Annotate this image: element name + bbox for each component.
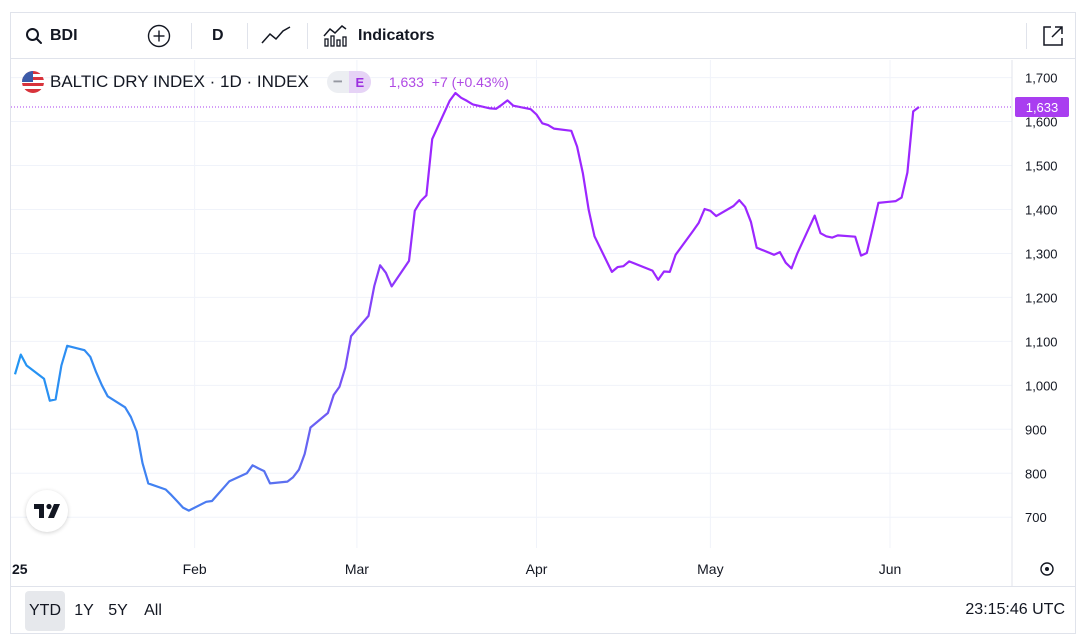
y-tick-label: 1,000	[1025, 378, 1058, 393]
minus-icon: −	[332, 72, 343, 91]
chart-type-icon	[261, 26, 291, 44]
chart-type-button[interactable]	[261, 13, 291, 59]
indicators-button[interactable]: Indicators	[322, 13, 434, 59]
chart-legend: BALTIC DRY INDEX · 1D · INDEX − E 1,633 …	[22, 68, 509, 96]
us-flag-icon	[22, 71, 44, 93]
y-tick-label: 1,500	[1025, 159, 1058, 174]
last-price-badge	[1015, 97, 1069, 118]
legend-values: 1,633 +7 (+0.43%)	[389, 74, 509, 90]
x-tick-label: Jun	[879, 561, 902, 577]
y-tick-label: 1,700	[1025, 71, 1058, 86]
y-tick-label: 1,200	[1025, 290, 1058, 305]
symbol-label: BDI	[50, 27, 78, 44]
settings-icon-center	[1045, 567, 1049, 571]
last-price-label: 1,633	[1026, 100, 1059, 115]
search-icon	[26, 28, 42, 44]
popout-icon	[1043, 26, 1063, 46]
x-tick-label: Apr	[526, 561, 548, 577]
symbol-search-button[interactable]: BDI	[25, 13, 78, 59]
price-line[interactable]	[13, 91, 920, 512]
indicators-icon	[323, 25, 347, 47]
badge-letter: E	[348, 71, 371, 93]
x-tick-label: Feb	[183, 561, 207, 577]
range-all-button[interactable]: All	[144, 602, 162, 619]
y-tick-label: 1,600	[1025, 115, 1058, 130]
x-tick-label: 25	[12, 561, 28, 577]
y-tick-label: 1,400	[1025, 202, 1058, 217]
y-tick-label: 1,100	[1025, 334, 1058, 349]
tradingview-logo-icon[interactable]	[26, 490, 68, 532]
y-tick-label: 800	[1025, 466, 1047, 481]
legend-change: +7 (+0.43%)	[431, 74, 509, 90]
legend-price: 1,633	[388, 74, 424, 90]
legend-title: BALTIC DRY INDEX · 1D · INDEX	[50, 72, 309, 91]
compare-symbol-button[interactable]	[147, 13, 171, 59]
clock-time: 23:15:46 UTC	[965, 601, 1065, 618]
add-symbol-icon	[147, 24, 171, 48]
y-tick-label: 700	[1025, 510, 1047, 525]
range-1y-button[interactable]: 1Y	[74, 602, 94, 619]
settings-icon[interactable]	[1040, 562, 1054, 576]
indicators-label: Indicators	[358, 27, 435, 44]
top-toolbar: BDI D Indicators	[11, 13, 1075, 59]
bottom-toolbar: YTD 1Y 5Y All 23:15:46 UTC	[11, 586, 1075, 633]
x-tick-label: Mar	[345, 561, 369, 577]
exchange-badge[interactable]: − E	[326, 71, 371, 93]
popout-button[interactable]	[1041, 13, 1065, 59]
x-tick-label: May	[697, 561, 723, 577]
range-5y-button[interactable]: 5Y	[108, 602, 128, 619]
y-tick-label: 900	[1025, 422, 1047, 437]
y-tick-label: 1,300	[1025, 246, 1058, 261]
chart-frame	[10, 12, 1076, 634]
interval-button[interactable]: D	[212, 27, 224, 44]
range-ytd-button[interactable]: YTD	[25, 591, 65, 631]
